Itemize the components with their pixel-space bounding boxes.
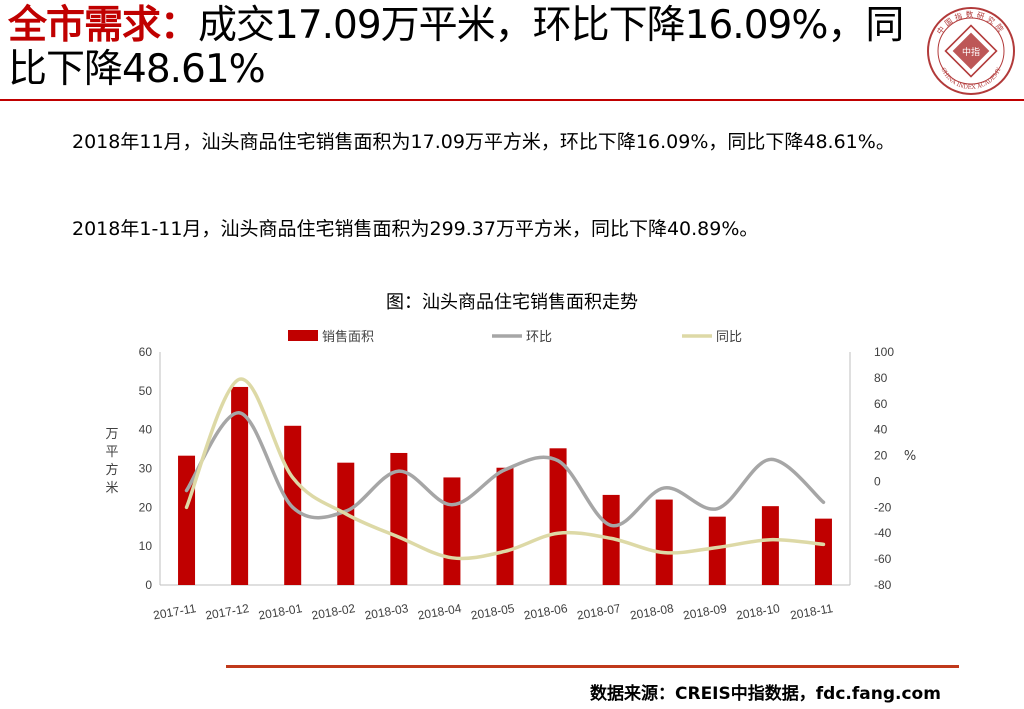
title-text: 成交17.09万平米，环比下降16.09%，同比下降48.61% xyxy=(8,3,904,92)
x-tick-label: 2018-10 xyxy=(735,601,781,622)
title-divider xyxy=(0,99,1024,101)
legend-label-1: 环比 xyxy=(526,330,552,345)
y2-axis-label: % xyxy=(904,449,916,464)
legend-label-2: 同比 xyxy=(716,330,742,345)
summary-paragraph-1: 2018年11月，汕头商品住宅销售面积为17.09万平方米，环比下降16.09%… xyxy=(72,131,895,153)
legend-label-0: 销售面积 xyxy=(322,329,374,345)
footer-divider xyxy=(226,665,959,668)
legend-swatch-bar xyxy=(288,330,318,341)
y2-tick-label: -60 xyxy=(874,552,892,566)
x-tick-label: 2018-06 xyxy=(523,601,569,622)
y2-tick-label: 20 xyxy=(874,449,888,463)
summary-paragraph-2: 2018年1-11月，汕头商品住宅销售面积为299.37万平方米，同比下降40.… xyxy=(72,218,759,240)
y-tick-label: 20 xyxy=(139,500,153,514)
bar-2018-08 xyxy=(655,499,673,585)
y2-tick-label: 60 xyxy=(874,397,888,411)
y-tick-label: 10 xyxy=(139,539,153,553)
x-tick-label: 2018-05 xyxy=(470,601,516,622)
logo-center-text: 中指 xyxy=(962,46,980,58)
bar-2018-06 xyxy=(549,448,567,585)
bar-2018-09 xyxy=(708,516,726,585)
x-tick-label: 2018-02 xyxy=(310,601,356,622)
x-tick-label: 2018-11 xyxy=(789,601,834,622)
bar-2018-10 xyxy=(761,506,779,585)
y-axis-label-char: 平 xyxy=(105,445,118,460)
x-tick-label: 2017-12 xyxy=(204,601,250,622)
page-title: 全市需求：成交17.09万平米，环比下降16.09%，同比下降48.61% xyxy=(8,4,918,92)
y2-tick-label: -40 xyxy=(874,526,892,540)
y2-tick-label: 100 xyxy=(874,345,894,359)
bar-2018-11 xyxy=(814,518,832,585)
x-tick-label: 2018-07 xyxy=(576,601,622,622)
data-source: 数据来源：CREIS中指数据，fdc.fang.com xyxy=(590,684,941,704)
y-axis-label-char: 万 xyxy=(105,427,118,442)
bar-2018-02 xyxy=(337,462,355,585)
y-axis-label-char: 方 xyxy=(105,462,118,478)
x-tick-label: 2018-03 xyxy=(364,601,410,622)
y-tick-label: 60 xyxy=(139,345,153,359)
y2-tick-label: 80 xyxy=(874,371,888,385)
y-tick-label: 40 xyxy=(139,423,153,437)
x-tick-label: 2017-11 xyxy=(152,601,197,622)
y2-tick-label: -80 xyxy=(874,578,892,592)
y2-tick-label: 40 xyxy=(874,423,888,437)
x-tick-label: 2018-08 xyxy=(629,601,675,622)
bar-2017-11 xyxy=(178,455,196,585)
y2-tick-label: -20 xyxy=(874,500,892,514)
y-tick-label: 30 xyxy=(139,462,153,476)
line-series-yoy xyxy=(184,377,826,561)
x-tick-label: 2018-01 xyxy=(257,601,303,622)
y-axis-label-char: 米 xyxy=(105,481,118,496)
bar-2017-12 xyxy=(231,386,249,585)
bar-2018-05 xyxy=(496,467,514,585)
bar-2018-03 xyxy=(390,452,408,585)
bar-2018-04 xyxy=(443,477,461,585)
china-index-academy-logo: 中国指数研究院 CHINA INDEX ACADEMY 中指 xyxy=(927,7,1015,95)
y-tick-label: 50 xyxy=(139,384,153,398)
y2-tick-label: 0 xyxy=(874,474,881,488)
chart-title: 图：汕头商品住宅销售面积走势 xyxy=(386,292,638,313)
x-tick-label: 2018-09 xyxy=(682,601,728,622)
y-tick-label: 0 xyxy=(145,578,152,592)
title-highlight: 全市需求： xyxy=(8,3,199,48)
x-tick-label: 2018-04 xyxy=(417,601,463,622)
line-series-mom xyxy=(184,411,826,528)
